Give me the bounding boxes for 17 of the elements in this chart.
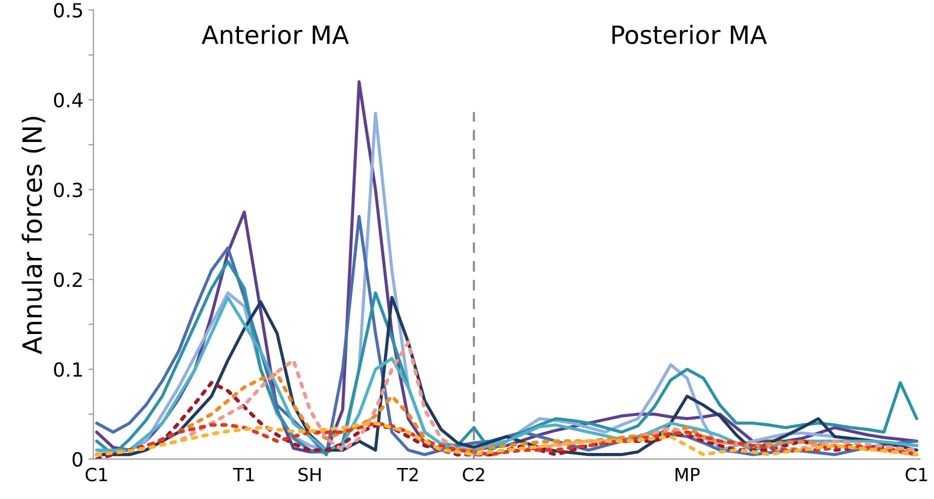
y-tick-label: 0.5 [54,2,82,18]
y-axis-title: Annular forces (N) [22,116,46,354]
annotation: Posterior MA [612,24,767,44]
x-tick-label: C1 [86,468,108,482]
x-tick-label: SH [298,468,321,482]
line-series [94,421,919,456]
y-tick-label: 0 [72,452,82,467]
x-tick-label: T2 [396,468,418,482]
y-tick-label: 0.4 [54,92,83,108]
x-tick-label: C2 [462,468,484,482]
x-tick-label: T1 [232,468,254,482]
x-tick-label: MP [676,468,700,482]
y-tick-label: 0.2 [54,272,82,288]
x-tick-label: C1 [906,468,928,482]
y-tick-label: 0.3 [54,182,82,198]
annotation: Anterior MA [202,24,349,44]
y-tick-label: 0.1 [54,362,82,377]
